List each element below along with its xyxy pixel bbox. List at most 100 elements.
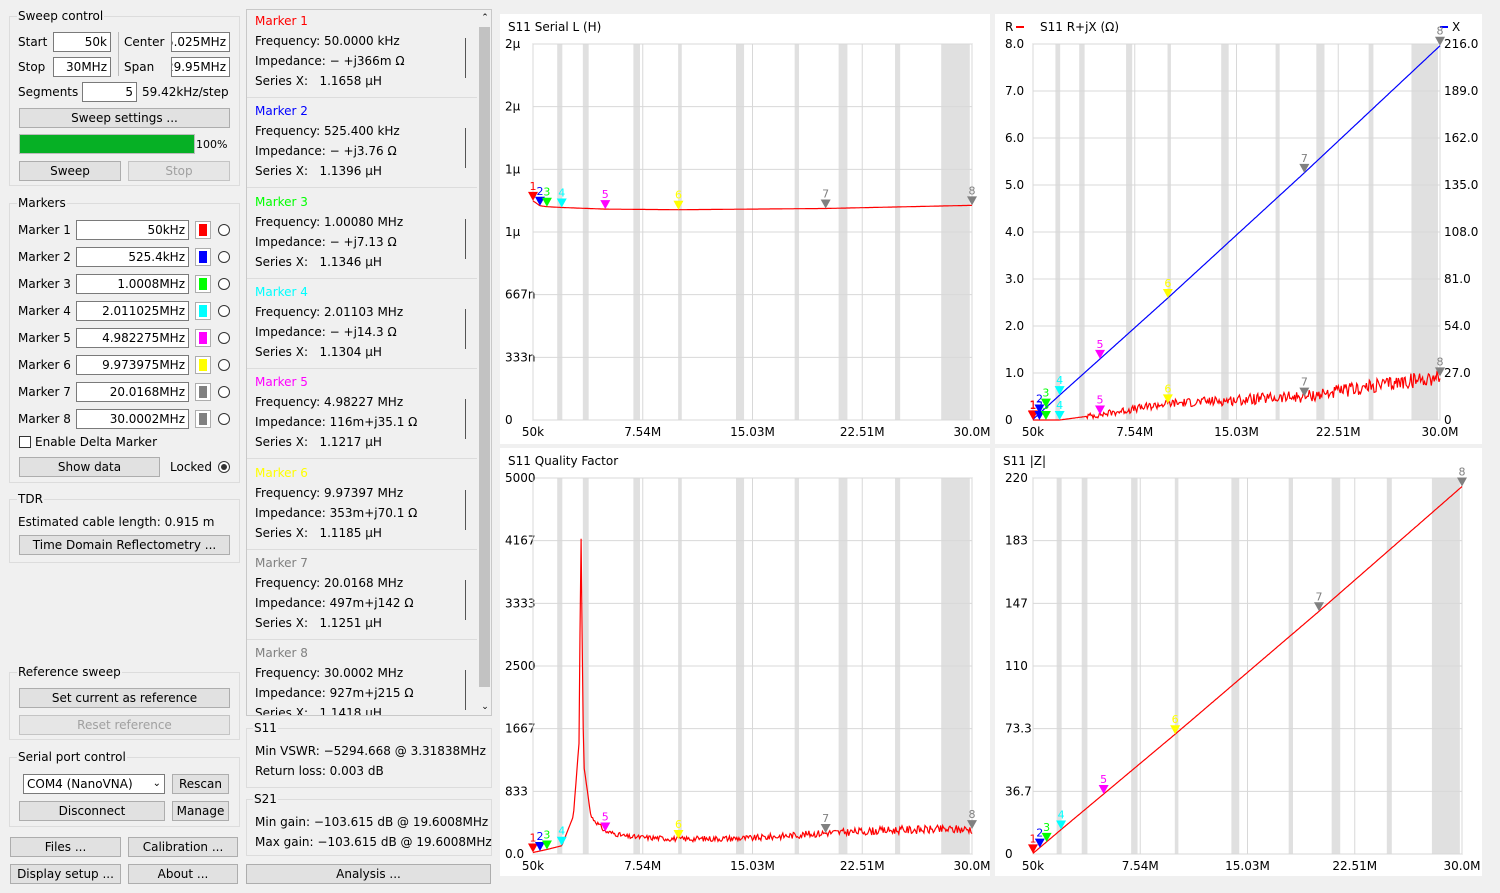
marker-number-label: 6 <box>675 189 682 202</box>
center-input[interactable]: 15.025MHz <box>171 32 230 52</box>
marker-color-swatch[interactable] <box>195 410 211 428</box>
rescan-button[interactable]: Rescan <box>172 774 229 794</box>
y-tick-label: 110 <box>1005 659 1028 673</box>
marker-frequency-input[interactable]: 20.0168MHz <box>76 382 189 402</box>
marker-number-label: 4 <box>1056 399 1063 412</box>
y-tick-label: 1.0 <box>1005 366 1024 380</box>
card-divider <box>465 308 466 349</box>
reset-reference-button[interactable]: Reset reference <box>19 715 230 735</box>
marker-select-radio[interactable] <box>218 413 230 425</box>
calibration-button[interactable]: Calibration ... <box>128 837 238 857</box>
serial-port-select[interactable]: COM4 (NanoVNA) ⌄ <box>23 774 165 794</box>
tdr-button[interactable]: Time Domain Reflectometry ... <box>19 535 230 555</box>
frequency-value: 30.0002 MHz <box>324 666 404 681</box>
marker-detail-card: Marker 1 Frequency: 50.0000 kHz Impedanc… <box>247 10 477 98</box>
scroll-thumb[interactable] <box>479 27 490 687</box>
marker-number-label: 8 <box>1437 355 1444 368</box>
frequency-row: Frequency: 9.97397 MHz <box>255 486 403 500</box>
segments-input[interactable]: 5 <box>82 82 137 102</box>
locked-radio[interactable] <box>218 461 230 473</box>
x-tick-label: 15.03M <box>730 859 775 873</box>
x-tick-label: 15.03M <box>1225 859 1270 873</box>
marker-color-swatch[interactable] <box>195 302 211 320</box>
quality-factor-chart[interactable]: S11 Quality Factor 5000 4167 3333 2500 1667 83… <box>500 448 990 876</box>
marker-number-label: 6 <box>675 818 682 831</box>
files-button[interactable]: Files ... <box>10 837 121 857</box>
marker-frequency-input[interactable]: 1.0008MHz <box>76 274 189 294</box>
stop-button[interactable]: Stop <box>128 161 230 181</box>
marker-frequency-input[interactable]: 2.011025MHz <box>76 301 189 321</box>
marker-frequency-input[interactable]: 9.973975MHz <box>76 355 189 375</box>
frequency-value: 4.98227 MHz <box>324 395 404 410</box>
scroll-up-icon[interactable]: ⌃ <box>481 13 489 23</box>
show-data-button[interactable]: Show data <box>19 457 160 477</box>
set-reference-button[interactable]: Set current as reference <box>19 688 230 708</box>
rjx-chart[interactable]: S11 R+jX (Ω) R X 8.0 7.0 6.0 5.0 4.0 3.0 2.0 1.0 0… <box>995 14 1482 444</box>
x-tick-label: 30.0M <box>1443 859 1480 873</box>
segments-label: Segments <box>18 85 79 99</box>
impedance-magnitude-chart[interactable]: S11 |Z| 220 183 147 110 73.3 36.7 0 50k 7.54M 15.0… <box>995 448 1482 876</box>
vertical-scrollbar[interactable]: ⌃ ⌄ <box>477 10 491 715</box>
marker-frequency-input[interactable]: 30.0002MHz <box>76 409 189 429</box>
marker-detail-card: Marker 4 Frequency: 2.01103 MHz Impedanc… <box>247 281 477 369</box>
marker-detail-title: Marker 6 <box>255 465 308 480</box>
x-tick-label: 50k <box>1022 425 1044 439</box>
marker-detail-title: Marker 5 <box>255 375 308 390</box>
x-tick-label: 22.51M <box>1332 859 1377 873</box>
impedance-label: Impedance: <box>255 415 326 430</box>
disconnect-button[interactable]: Disconnect <box>19 801 165 821</box>
serial-title: Serial port control <box>17 750 127 764</box>
marker-number-label: 3 <box>1043 821 1050 834</box>
marker-label: Marker 4 <box>18 304 71 318</box>
marker-detail-card: Marker 6 Frequency: 9.97397 MHz Impedanc… <box>247 462 477 550</box>
marker-select-radio[interactable] <box>218 359 230 371</box>
about-button[interactable]: About ... <box>128 864 238 884</box>
marker-color-swatch[interactable] <box>195 248 211 266</box>
marker-number-label: 8 <box>1437 25 1444 38</box>
manage-button[interactable]: Manage <box>172 801 229 821</box>
max-gain-text: Max gain: −103.615 dB @ 19.6008MHz <box>255 835 492 849</box>
start-input[interactable]: 50k <box>53 32 111 52</box>
frequency-row: Frequency: 20.0168 MHz <box>255 576 403 590</box>
display-setup-button[interactable]: Display setup ... <box>10 864 121 884</box>
chart-title: S11 |Z| <box>1003 454 1046 468</box>
impedance-value: − +j3.76 Ω <box>329 144 397 159</box>
marker-color-swatch[interactable] <box>195 356 211 374</box>
impedance-label: Impedance: <box>255 234 326 249</box>
legend-r: R <box>1005 20 1013 34</box>
marker-frequency-input[interactable]: 525.4kHz <box>76 247 189 267</box>
marker-select-radio[interactable] <box>218 251 230 263</box>
marker-frequency-input[interactable]: 4.982275MHz <box>76 328 189 348</box>
marker-frequency-input[interactable]: 50kHz <box>76 220 189 240</box>
scroll-down-icon[interactable]: ⌄ <box>481 702 489 712</box>
sweep-settings-button[interactable]: Sweep settings ... <box>19 108 230 128</box>
analysis-button[interactable]: Analysis ... <box>246 864 491 884</box>
marker-select-radio[interactable] <box>218 278 230 290</box>
marker-color-swatch[interactable] <box>195 275 211 293</box>
marker-color-swatch[interactable] <box>195 221 211 239</box>
span-input[interactable]: 29.95MHz <box>171 57 230 77</box>
impedance-row: Impedance: − +j366m Ω <box>255 54 405 68</box>
y-tick-label: 0.0 <box>505 847 524 861</box>
serial-l-chart[interactable]: S11 Serial L (H) 2μ 2μ 1μ 1μ 667n 333n 0 50k 7.54… <box>500 14 990 444</box>
sweep-button[interactable]: Sweep <box>19 161 121 181</box>
x-tick-label: 7.54M <box>1116 425 1153 439</box>
marker-color-swatch[interactable] <box>195 329 211 347</box>
marker-triangle <box>967 820 978 830</box>
marker-number-label: 8 <box>969 808 976 821</box>
marker-color-swatch[interactable] <box>195 383 211 401</box>
impedance-label: Impedance: <box>255 595 326 610</box>
marker-details-scrollarea[interactable]: Marker 1 Frequency: 50.0000 kHz Impedanc… <box>246 9 492 716</box>
stop-input[interactable]: 30MHz <box>53 57 111 77</box>
marker-label: Marker 7 <box>18 385 71 399</box>
marker-triangle <box>1435 367 1446 377</box>
marker-select-radio[interactable] <box>218 224 230 236</box>
marker-triangle <box>820 823 831 833</box>
marker-triangle <box>1028 411 1038 420</box>
marker-select-radio[interactable] <box>218 332 230 344</box>
marker-select-radio[interactable] <box>218 386 230 398</box>
marker-triangle <box>541 197 552 207</box>
impedance-label: Impedance: <box>255 144 326 159</box>
delta-marker-checkbox[interactable] <box>19 436 31 448</box>
marker-select-radio[interactable] <box>218 305 230 317</box>
